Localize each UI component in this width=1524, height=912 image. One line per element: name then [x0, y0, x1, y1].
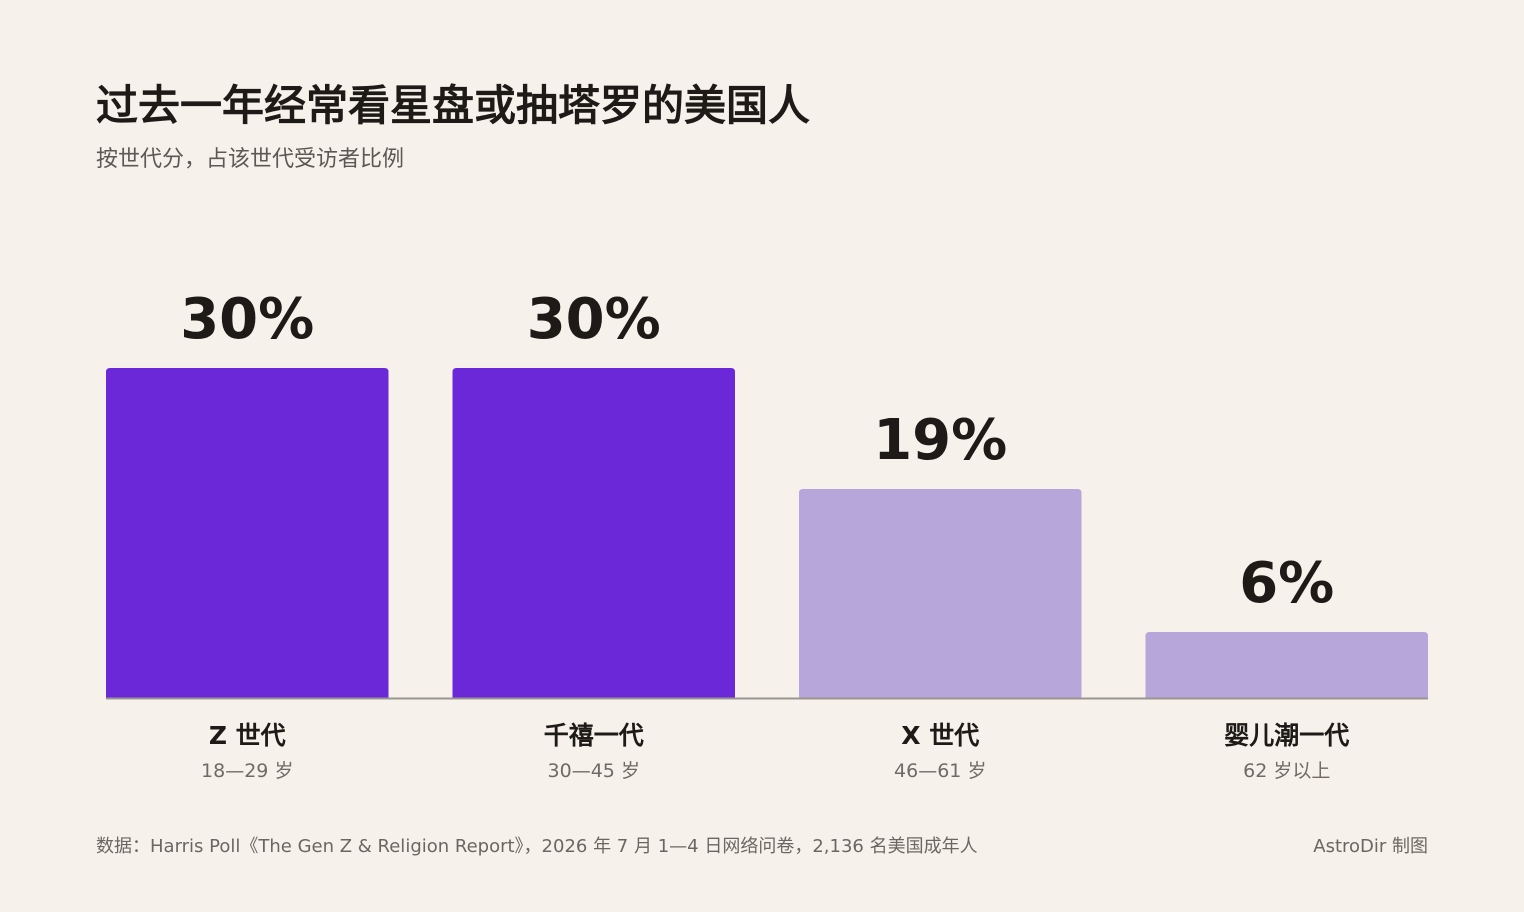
category-label: 婴儿潮一代 [1224, 721, 1349, 750]
bar [799, 489, 1082, 698]
age-range-label: 46—61 岁 [894, 760, 986, 782]
value-labels-group: 30% 30% 19% 6% [180, 287, 1334, 616]
category-label: Z 世代 [209, 721, 286, 750]
category-label: 千禧一代 [544, 721, 644, 750]
chart-title: 过去一年经常看星盘或抽塔罗的美国人 [96, 81, 811, 130]
age-labels-group: 18—29 岁 30—45 岁 46—61 岁 62 岁以上 [201, 760, 1330, 782]
age-range-label: 62 岁以上 [1243, 760, 1330, 782]
bars-group [106, 368, 1428, 698]
value-label: 30% [527, 287, 661, 352]
age-range-label: 18—29 岁 [201, 760, 293, 782]
category-label: X 世代 [901, 721, 979, 750]
credit-note: AstroDir 制图 [1313, 836, 1428, 857]
value-label: 6% [1239, 551, 1334, 616]
bar [452, 368, 735, 698]
chart-subtitle: 按世代分，占该世代受访者比例 [96, 147, 405, 172]
bar [1145, 632, 1428, 698]
source-note: 数据：Harris Poll《The Gen Z & Religion Repo… [96, 836, 978, 857]
value-label: 19% [873, 408, 1007, 473]
category-labels-group: Z 世代 千禧一代 X 世代 婴儿潮一代 [209, 721, 1349, 750]
age-range-label: 30—45 岁 [548, 760, 640, 782]
bar [106, 368, 389, 698]
value-label: 30% [180, 287, 314, 352]
